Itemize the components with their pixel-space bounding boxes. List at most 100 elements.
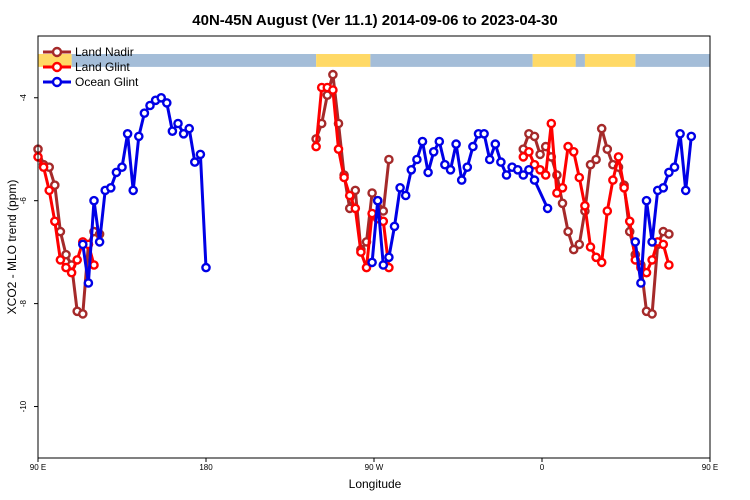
data-point-2-52 <box>529 175 540 185</box>
data-point-2-3 <box>94 237 105 247</box>
data-point-2-23 <box>367 257 377 268</box>
data-point-1-36 <box>580 200 590 211</box>
data-point-1-28 <box>535 164 545 175</box>
data-point-2-55 <box>636 278 646 288</box>
data-point-1-6 <box>66 267 77 278</box>
x-tick-label-0: 90 E <box>30 463 46 472</box>
data-point-1-37 <box>585 242 596 252</box>
legend-marker-0 <box>51 46 63 58</box>
data-point-2-34 <box>428 146 439 157</box>
legend-marker-1 <box>51 61 63 73</box>
data-point-2-30 <box>406 164 417 175</box>
data-point-2-10 <box>133 131 144 142</box>
data-point-2-62 <box>675 128 685 139</box>
data-point-1-4 <box>55 255 66 265</box>
data-point-0-35 <box>568 244 579 255</box>
chart-title: 40N-45N August (Ver 11.1) 2014-09-06 to … <box>192 12 557 29</box>
data-point-2-38 <box>451 139 461 149</box>
data-point-2-60 <box>664 167 674 178</box>
data-point-1-2 <box>44 185 55 196</box>
legend-marker-2 <box>51 76 63 88</box>
data-point-0-33 <box>557 198 568 209</box>
data-point-0-24 <box>378 206 389 216</box>
data-point-2-41 <box>468 141 478 152</box>
legend-label-1: Land Glint <box>75 60 130 74</box>
data-point-0-52 <box>664 229 674 239</box>
x-tick-label-4: 90 E <box>702 463 718 472</box>
data-point-2-11 <box>139 108 150 118</box>
data-point-2-12 <box>145 100 155 111</box>
data-point-2-20 <box>189 157 200 167</box>
data-point-1-33 <box>563 141 573 152</box>
data-point-2-26 <box>384 252 394 263</box>
data-point-1-18 <box>350 203 361 214</box>
data-point-0-3 <box>50 180 60 190</box>
legend-label-2: Ocean Glint <box>75 75 139 89</box>
data-point-0-36 <box>574 239 585 250</box>
legend-label-0: Land Nadir <box>75 45 134 59</box>
data-point-1-15 <box>333 144 344 154</box>
data-point-2-46 <box>496 157 506 167</box>
data-point-2-7 <box>117 162 127 172</box>
data-point-0-29 <box>535 149 545 160</box>
x-tick-label-2: 90 W <box>365 463 384 472</box>
data-point-2-64 <box>686 131 697 142</box>
data-point-1-19 <box>356 247 366 257</box>
data-point-2-47 <box>501 170 512 180</box>
x-axis-ticks: 90 E 180 90 W 0 90 E <box>30 458 718 472</box>
data-point-2-28 <box>395 182 405 193</box>
data-point-2-36 <box>440 159 450 170</box>
data-point-2-29 <box>400 190 411 201</box>
y-tick-label-4: -10 <box>19 400 28 412</box>
data-point-2-18 <box>178 128 189 139</box>
data-point-0-5 <box>61 249 71 260</box>
data-point-0-22 <box>367 188 377 198</box>
data-point-2-56 <box>641 195 652 206</box>
data-point-2-37 <box>445 164 456 175</box>
data-point-0-40 <box>596 123 607 134</box>
data-point-2-16 <box>167 126 178 136</box>
data-point-1-17 <box>344 190 355 201</box>
data-point-1-7 <box>72 255 82 265</box>
data-point-1-34 <box>568 146 579 157</box>
data-point-2-63 <box>680 185 691 196</box>
y-axis-ticks: -4 -6 -8 -10 <box>19 94 38 412</box>
data-point-2-45 <box>490 139 501 149</box>
data-point-1-42 <box>613 152 624 162</box>
data-point-1-1 <box>38 162 49 172</box>
data-point-0-8 <box>78 309 88 319</box>
data-point-2-61 <box>669 162 680 172</box>
x-tick-label-3: 0 <box>540 463 545 472</box>
data-point-2-44 <box>484 154 495 165</box>
ocean-band-0 <box>71 54 317 67</box>
y-axis-label: XCO2 - MLO trend (ppm) <box>5 180 19 315</box>
data-point-0-19 <box>350 185 361 196</box>
data-point-1-16 <box>339 172 349 183</box>
data-point-1-39 <box>596 257 607 268</box>
data-point-1-30 <box>546 118 557 129</box>
data-point-2-57 <box>647 237 657 247</box>
land-band-2 <box>532 54 576 67</box>
data-point-1-10 <box>89 260 99 270</box>
data-point-2-33 <box>423 167 433 178</box>
data-point-2-50 <box>518 170 529 180</box>
data-point-2-39 <box>456 175 467 185</box>
land-ocean-mask <box>38 54 710 67</box>
series-line-2-2 <box>633 132 693 285</box>
data-point-2-24 <box>372 195 383 206</box>
data-point-1-40 <box>602 206 613 216</box>
data-point-1-27 <box>529 159 540 170</box>
data-point-0-28 <box>529 131 540 142</box>
data-point-2-59 <box>658 182 669 193</box>
data-point-1-32 <box>557 182 568 193</box>
data-point-1-20 <box>361 262 372 273</box>
data-point-2-51 <box>524 164 534 175</box>
land-band-0 <box>38 54 72 67</box>
data-point-2-54 <box>630 237 641 247</box>
data-point-2-9 <box>128 185 138 196</box>
data-point-1-14 <box>328 85 338 95</box>
data-point-0-41 <box>602 144 613 154</box>
data-point-2-15 <box>161 98 172 108</box>
series-line-1-1 <box>314 86 391 270</box>
